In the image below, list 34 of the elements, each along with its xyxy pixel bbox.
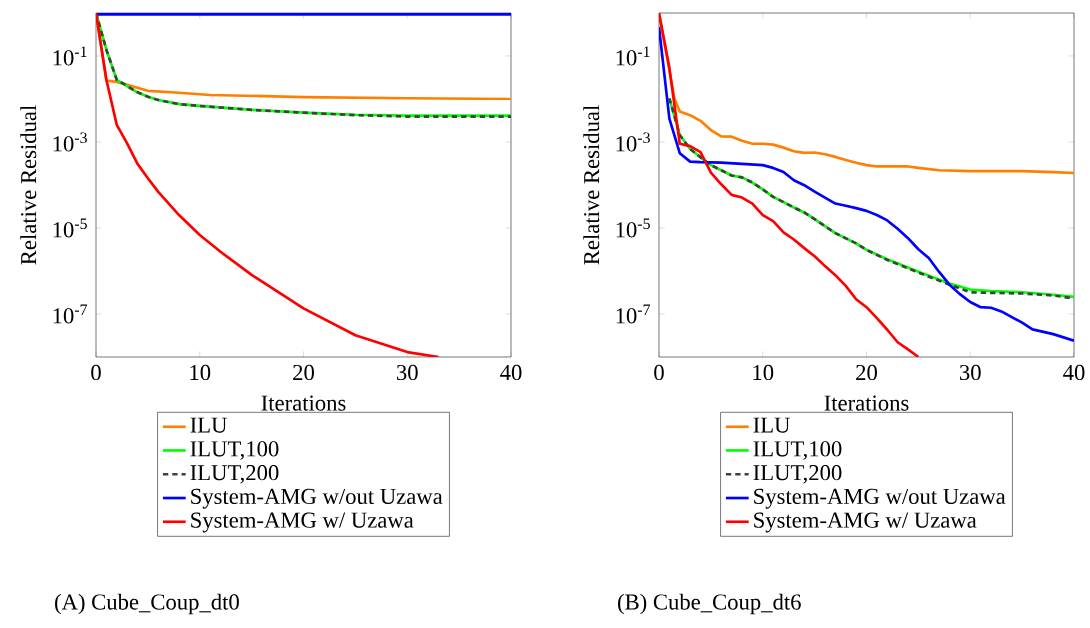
- x-tick-label: 20: [293, 364, 314, 381]
- y-axis-title: Relative Residual: [583, 105, 600, 265]
- legend-label: ILUT,200: [190, 465, 279, 484]
- x-tick-label: 0: [654, 364, 664, 381]
- legend-label: ILUT,100: [753, 441, 842, 460]
- legend-label: ILU: [190, 417, 227, 433]
- x-axis-title: Iterations: [261, 395, 346, 411]
- y-axis-title: Relative Residual: [20, 105, 37, 265]
- x-axis-title: Iterations: [824, 395, 909, 411]
- legend-label: ILUT,100: [190, 441, 279, 460]
- y-tick-label: 10$^{-7}$: [616, 304, 651, 324]
- legend-label: ILU: [753, 417, 790, 433]
- text: (B) Cube_Coup_dt6: [618, 593, 801, 615]
- x-tick-label: 40: [1063, 364, 1085, 381]
- x-tick-label: 30: [960, 364, 981, 381]
- legend-label: System-AMG w/ Uzawa: [191, 512, 414, 533]
- y-tick-label: 10$^{-1}$: [53, 46, 87, 66]
- y-tick-label: 10$^{-3}$: [616, 132, 650, 152]
- text: (A) Cube_Coup_dt0: [55, 593, 239, 615]
- y-tick-label: 10$^{-1}$: [616, 46, 650, 66]
- x-tick-label: 0: [91, 364, 101, 381]
- y-tick-label: 10$^{-5}$: [53, 218, 87, 238]
- x-tick-label: 40: [500, 364, 522, 381]
- x-tick-label: 10: [753, 364, 774, 381]
- legend-label: System-AMG w/out Uzawa: [191, 488, 443, 509]
- y-tick-label: 10$^{-7}$: [53, 304, 88, 324]
- legend-label: System-AMG w/out Uzawa: [754, 488, 1006, 509]
- y-tick-label: 10$^{-5}$: [616, 218, 650, 238]
- legend-label: System-AMG w/ Uzawa: [754, 512, 977, 533]
- x-tick-label: 30: [397, 364, 418, 381]
- x-tick-label: 20: [856, 364, 877, 381]
- y-tick-label: 10$^{-3}$: [53, 132, 87, 152]
- legend-label: ILUT,200: [753, 465, 842, 484]
- x-tick-label: 10: [190, 364, 211, 381]
